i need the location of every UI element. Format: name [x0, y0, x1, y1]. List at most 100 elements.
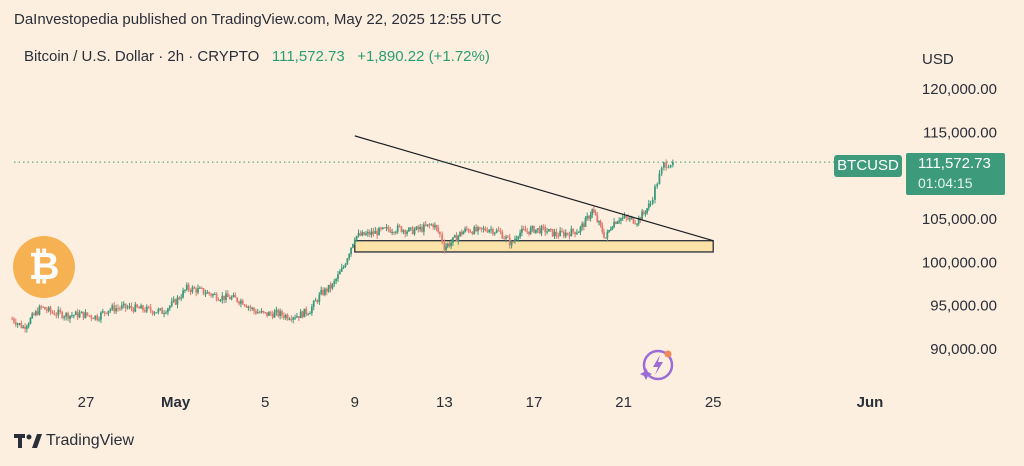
candle-body: [426, 224, 429, 226]
candle-body: [452, 237, 454, 243]
y-tick-label: 95,000.00: [930, 298, 997, 315]
candle-body: [488, 229, 491, 233]
candle-body: [76, 311, 79, 318]
candle-body: [322, 289, 324, 295]
candle-body: [119, 308, 121, 310]
candle-body: [462, 231, 465, 235]
candle-body: [656, 184, 659, 187]
candle-body: [630, 217, 633, 219]
candle-body: [596, 215, 599, 222]
x-tick-label: 9: [351, 394, 359, 411]
candle-body: [508, 237, 511, 246]
candle-body: [533, 226, 535, 233]
candle-body: [450, 242, 453, 247]
candle-body: [540, 226, 543, 234]
candle-body: [534, 229, 537, 233]
candle-body: [465, 228, 468, 230]
support-zone: [354, 240, 714, 253]
candle-body: [604, 237, 607, 239]
candle-body: [170, 301, 173, 306]
candle-body: [394, 231, 397, 233]
candle-body: [120, 305, 123, 309]
candle-body: [221, 295, 224, 301]
candle-body: [256, 312, 259, 314]
x-tick-label: 27: [78, 394, 95, 411]
candle-body: [20, 323, 23, 328]
candle-body: [36, 311, 39, 315]
candle-body: [587, 216, 590, 219]
candle-body: [147, 306, 150, 308]
candle-body: [29, 318, 32, 324]
candle-body: [215, 294, 218, 300]
candle-body: [74, 311, 77, 316]
candle-body: [512, 241, 515, 243]
candle-body: [107, 310, 110, 314]
candle-body: [316, 300, 319, 302]
candle-body: [457, 235, 460, 242]
candle-body: [225, 293, 227, 300]
candle-body: [383, 227, 386, 229]
candle-body: [646, 208, 649, 213]
candle-body: [271, 313, 274, 318]
candle-body: [526, 231, 529, 233]
candle-body: [408, 227, 410, 232]
candle-body: [193, 287, 196, 289]
candle-body: [92, 318, 95, 320]
candle-body: [433, 225, 436, 228]
candle-body: [103, 311, 106, 313]
candle-body: [625, 216, 628, 218]
candle-body: [350, 247, 352, 255]
candle-body: [455, 235, 458, 242]
candle-body: [522, 228, 525, 230]
candle-body: [546, 231, 548, 233]
candle-body: [159, 308, 162, 310]
candle-body: [544, 226, 547, 233]
candle-body: [484, 228, 487, 231]
candle-body: [197, 288, 199, 293]
candle-body: [86, 312, 89, 316]
candle-body: [142, 305, 144, 311]
candle-body: [402, 230, 405, 232]
candle-body: [460, 231, 463, 235]
y-tick-label: 120,000.00: [922, 81, 997, 98]
candle-body: [393, 232, 395, 234]
candle-body: [24, 326, 26, 329]
candle-body: [143, 310, 146, 312]
candle-body: [25, 326, 28, 329]
candle-body: [542, 226, 545, 228]
candle-body: [521, 228, 523, 233]
candle-body: [391, 232, 394, 234]
candle-body: [514, 239, 516, 242]
candle-body: [98, 319, 100, 321]
candle-body: [346, 258, 349, 265]
candle-body: [536, 228, 539, 230]
candle-body: [667, 167, 670, 169]
candle-body: [387, 227, 390, 230]
x-tick-label: 25: [705, 394, 722, 411]
price-tag-value: 111,572.73: [918, 155, 991, 172]
candle-body: [355, 235, 358, 240]
candle-body: [206, 292, 209, 294]
candle-body: [519, 232, 522, 237]
candle-body: [564, 232, 567, 237]
sparkle-icon[interactable]: [638, 348, 678, 382]
candle-body: [505, 236, 507, 239]
candle-countdown: 01:04:15: [918, 175, 973, 191]
candle-body: [269, 312, 272, 314]
candle-body: [503, 238, 506, 240]
candle-body: [591, 209, 594, 216]
candle-body: [428, 224, 431, 226]
candle-body: [480, 227, 483, 229]
candle-body: [389, 229, 392, 233]
symbol-header: Bitcoin / U.S. Dollar · 2h · CRYPTO 111,…: [24, 48, 490, 65]
candle-body: [581, 223, 584, 227]
candle-body: [363, 232, 366, 236]
candle-body: [128, 305, 131, 308]
candle-body: [337, 274, 339, 279]
candle-body: [495, 230, 498, 233]
candle-body: [598, 221, 600, 223]
candle-body: [243, 304, 246, 306]
candle-body: [122, 303, 125, 306]
tradingview-brand[interactable]: TradingView: [14, 432, 134, 450]
